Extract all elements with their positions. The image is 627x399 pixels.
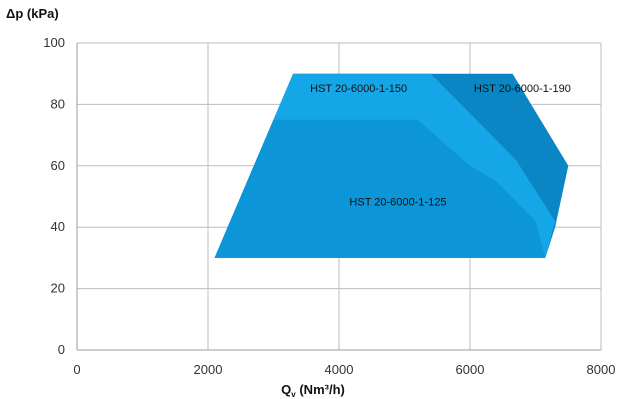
x-axis-title-main: Q: [281, 382, 291, 397]
region-labels: HST 20-6000-1-150 HST 20-6000-1-190 HST 20…: [310, 83, 571, 209]
plot-areas: [214, 73, 569, 258]
y-tick-label: 60: [51, 158, 65, 173]
x-tick-label: 0: [73, 362, 80, 377]
y-tick-label: 100: [43, 35, 65, 50]
x-axis-title-subscript: v: [291, 390, 296, 399]
region-label: HST 20-6000-1-150: [310, 83, 407, 95]
x-tick-label: 2000: [194, 362, 223, 377]
x-axis-title-unit: (Nm³/h): [296, 382, 345, 397]
y-tick-label: 0: [58, 342, 65, 357]
y-tick-label: 80: [51, 96, 65, 111]
y-tick-label: 20: [51, 281, 65, 296]
x-tick-label: 8000: [587, 362, 616, 377]
y-tick-label: 40: [51, 219, 65, 234]
y-axis-title: Δp (kPa): [6, 6, 59, 21]
region-label: HST 20-6000-1-190: [474, 83, 571, 95]
x-tick-label: 4000: [325, 362, 354, 377]
axes: 0 20 40 60 80 100 0 2000 4000 6000 8000: [43, 35, 615, 377]
x-tick-label: 6000: [456, 362, 485, 377]
x-axis-title: Qv (Nm³/h): [281, 382, 345, 399]
region-series-2: [214, 119, 546, 258]
region-label: HST 20-6000-1-125: [349, 197, 446, 209]
